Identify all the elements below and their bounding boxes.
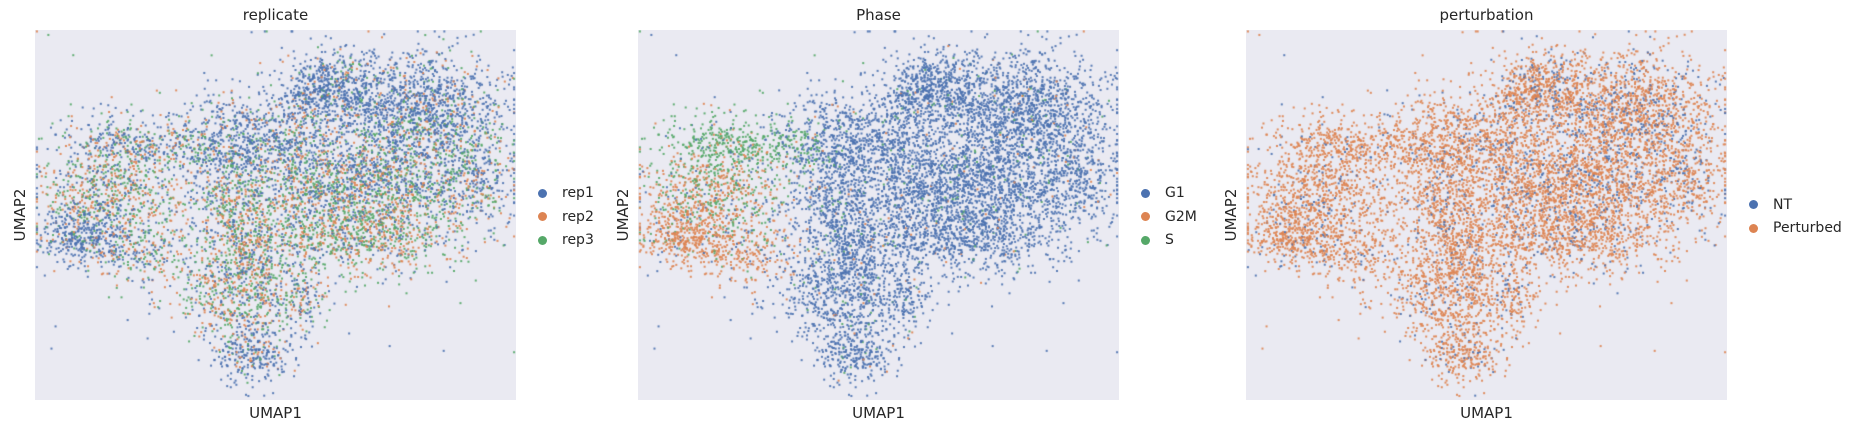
legend-dot-icon	[1749, 223, 1758, 233]
umap-panel-replicate: replicate UMAP2 UMAP1 rep1 rep2 rep3	[0, 0, 624, 435]
scatter-canvas	[35, 30, 516, 400]
legend-label: S	[1165, 232, 1174, 248]
umap-panel-perturbation: perturbation UMAP2 UMAP1 NT Perturbed	[1211, 0, 1842, 435]
legend-entry: G2M	[1141, 205, 1197, 229]
x-axis-label: UMAP1	[852, 404, 905, 422]
legend-label: Perturbed	[1773, 220, 1842, 237]
legend: G1 G2M S	[1141, 181, 1197, 252]
legend-entry: NT	[1749, 193, 1842, 217]
panel-title: replicate	[242, 6, 309, 24]
x-axis-label: UMAP1	[249, 404, 302, 422]
legend: NT Perturbed	[1749, 193, 1842, 240]
legend-dot-icon	[538, 235, 547, 245]
legend-dot-icon	[1141, 235, 1150, 245]
legend-entry: S	[1141, 228, 1197, 252]
y-axis-label: UMAP2	[11, 188, 29, 242]
legend: rep1 rep2 rep3	[538, 181, 594, 252]
legend-label: rep1	[562, 185, 594, 201]
umap-panel-phase: Phase UMAP2 UMAP1 G1 G2M S	[603, 0, 1227, 435]
scatter-canvas	[638, 30, 1119, 400]
y-axis-label: UMAP2	[1222, 188, 1240, 242]
legend-entry: rep2	[538, 205, 594, 229]
legend-entry: rep3	[538, 228, 594, 252]
scatter-canvas	[1246, 30, 1727, 400]
legend-dot-icon	[1749, 200, 1758, 210]
legend-dot-icon	[538, 188, 547, 198]
legend-dot-icon	[1141, 212, 1150, 221]
legend-dot-icon	[1141, 188, 1150, 198]
plot-area	[638, 30, 1119, 400]
plot-area	[35, 30, 516, 400]
legend-label: NT	[1773, 196, 1793, 213]
panel-title: Phase	[856, 6, 901, 24]
y-axis-label: UMAP2	[614, 188, 632, 242]
legend-label: rep2	[562, 208, 594, 225]
legend-dot-icon	[538, 212, 547, 221]
legend-label: G1	[1165, 185, 1185, 201]
legend-entry: G1	[1141, 181, 1197, 205]
x-axis-label: UMAP1	[1460, 404, 1513, 422]
legend-entry: Perturbed	[1749, 217, 1842, 241]
legend-label: rep3	[562, 232, 594, 248]
panel-title: perturbation	[1439, 6, 1534, 24]
legend-label: G2M	[1165, 208, 1197, 225]
plot-area	[1246, 30, 1727, 400]
legend-entry: rep1	[538, 181, 594, 205]
